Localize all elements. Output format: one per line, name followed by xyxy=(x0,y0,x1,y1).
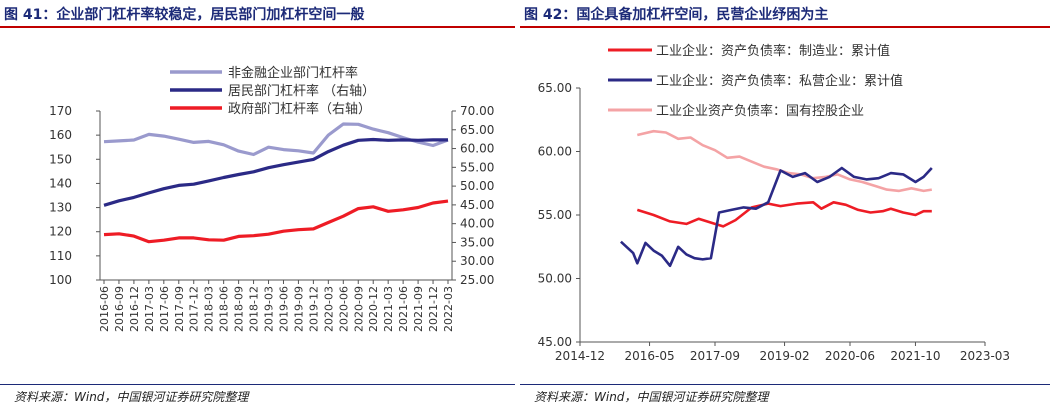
x-tick-label: 2018-06 xyxy=(218,286,231,332)
y-tick-label: 45.00 xyxy=(538,335,572,349)
figure-42-panel: 图 42：国企具备加杠杆空间，民营企业纾困为主 45.00 50.00 55.00 6… xyxy=(520,0,1050,412)
x-tick-label: 2021-12 xyxy=(427,286,440,332)
x-tick-label: 2018-09 xyxy=(233,286,246,332)
x-tick-label: 2019-06 xyxy=(277,286,290,332)
series-line xyxy=(620,166,933,268)
x-tick-label: 2019-03 xyxy=(263,286,276,332)
x-tick-label: 2022-03 xyxy=(442,286,455,332)
series-line xyxy=(103,199,449,244)
legend-label: 工业企业：资产负债率：制造业：累计值 xyxy=(656,43,890,59)
x-tick-label: 2017-12 xyxy=(188,286,201,332)
x-tick-label: 2017-03 xyxy=(143,286,156,332)
bottom-rule xyxy=(520,384,1050,385)
x-tick-label: 2020-09 xyxy=(352,286,365,332)
right-tick-label: 50.00 xyxy=(460,179,494,193)
x-tick-label: 2019-02 xyxy=(759,349,809,363)
bottom-rule xyxy=(0,384,515,385)
x-tick-label: 2016-12 xyxy=(128,286,141,332)
left-tick-label: 170 xyxy=(49,104,72,118)
legend-label: 非金融企业部门杠杆率 xyxy=(228,65,358,81)
x-tick-label: 2021-03 xyxy=(382,286,395,332)
x-tick-label: 2016-05 xyxy=(624,349,674,363)
right-tick-label: 65.00 xyxy=(460,123,494,137)
x-tick-label: 2021-06 xyxy=(397,286,410,332)
right-tick-label: 55.00 xyxy=(460,160,494,174)
left-tick-label: 160 xyxy=(49,128,72,142)
x-tick-label: 2020-12 xyxy=(367,286,380,332)
x-tick-label: 2017-06 xyxy=(158,286,171,332)
right-tick-label: 70.00 xyxy=(460,104,494,118)
left-tick-label: 120 xyxy=(49,225,72,239)
figure-42-title: 图 42：国企具备加杠杆空间，民营企业纾困为主 xyxy=(524,7,829,23)
x-tick-label: 2021-09 xyxy=(412,286,425,332)
right-tick-label: 30.00 xyxy=(460,254,494,268)
x-tick-label: 2016-06 xyxy=(98,286,111,332)
x-tick-label: 2016-09 xyxy=(113,286,126,332)
right-tick-label: 45.00 xyxy=(460,198,494,212)
title-rule xyxy=(520,26,1050,28)
y-tick-label: 60.00 xyxy=(538,145,572,159)
right-tick-label: 25.00 xyxy=(460,273,494,287)
right-tick-label: 40.00 xyxy=(460,217,494,231)
left-tick-label: 130 xyxy=(49,201,72,215)
source-note: 资料来源：Wind，中国银河证券研究院整理 xyxy=(14,390,249,404)
series-line xyxy=(637,129,933,193)
x-tick-label: 2019-12 xyxy=(307,286,320,332)
legend-label: 居民部门杠杆率 （右轴） xyxy=(228,83,375,99)
legend-label: 工业企业资产负债率：国有控股企业 xyxy=(656,103,864,119)
x-tick-label: 2017-09 xyxy=(690,349,740,363)
legend-label: 政府部门杠杆率（右轴） xyxy=(228,101,371,117)
x-tick-label: 2018-12 xyxy=(248,286,261,332)
title-rule xyxy=(0,26,515,28)
left-tick-label: 100 xyxy=(49,273,72,287)
left-tick-label: 110 xyxy=(49,249,72,263)
figure-41-title: 图 41：企业部门杠杆率较稳定，居民部门加杠杆空间一般 xyxy=(4,7,365,23)
chart-41: 100 110 120 130 140 150 160 170 25.00 30.00 35.00 4… xyxy=(49,65,494,332)
x-tick-label: 2018-03 xyxy=(203,286,216,332)
x-tick-label: 2020-03 xyxy=(322,286,335,332)
series-line xyxy=(636,201,932,228)
x-tick-label: 2023-03 xyxy=(960,349,1010,363)
x-tick-label: 2021-10 xyxy=(890,349,940,363)
x-tick-label: 2020-06 xyxy=(825,349,875,363)
left-tick-label: 140 xyxy=(49,176,72,190)
series-line xyxy=(103,137,448,207)
chart-42: 45.00 50.00 55.00 60.00 65.00 2014-12 2016-05 2… xyxy=(538,43,1010,363)
figure-41-panel: 图 41：企业部门杠杆率较稳定，居民部门加杠杆空间一般 100 110 120 130… xyxy=(0,0,515,412)
x-tick-label: 2017-09 xyxy=(173,286,186,332)
source-note: 资料来源：Wind，中国银河证券研究院整理 xyxy=(534,390,769,404)
y-tick-label: 55.00 xyxy=(538,208,572,222)
y-tick-label: 65.00 xyxy=(538,81,572,95)
x-tick-label: 2020-06 xyxy=(337,286,350,332)
y-tick-label: 50.00 xyxy=(538,272,572,286)
x-tick-label: 2019-09 xyxy=(292,286,305,332)
right-tick-label: 35.00 xyxy=(460,235,494,249)
x-tick-label: 2014-12 xyxy=(555,349,605,363)
right-tick-label: 60.00 xyxy=(460,142,494,156)
series-line xyxy=(103,122,449,157)
legend-label: 工业企业：资产负债率：私营企业：累计值 xyxy=(656,73,903,89)
left-tick-label: 150 xyxy=(49,152,72,166)
